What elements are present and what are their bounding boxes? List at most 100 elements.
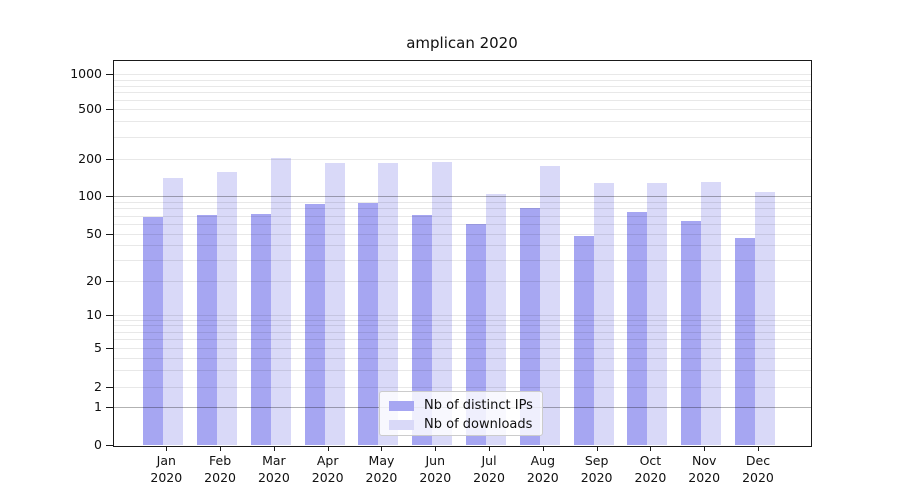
month-label: Jul [481,453,497,468]
y-axis-tick-label: 500 [78,101,102,117]
bar-downloads [539,165,560,445]
legend-label-distinct-ips: Nb of distinct IPs [424,398,533,413]
bar-downloads [378,163,399,445]
x-axis-tick [757,446,759,451]
x-axis-tick-label: Sep 2020 [565,452,629,486]
gridline-minor [114,159,811,160]
month-label: Dec [745,453,771,468]
y-axis-tick [106,109,113,110]
x-axis-tick-label: Apr 2020 [296,452,360,486]
legend-swatch-downloads-icon [389,419,414,430]
y-axis-tick [106,387,113,388]
gridline-minor [114,260,811,261]
month-label: Mar [262,453,286,468]
gridline-minor [114,224,811,225]
month-label: Apr [316,453,339,468]
gridline-minor [114,109,811,110]
bar-downloads [486,193,507,445]
x-axis-tick-label: Jul 2020 [457,452,521,486]
bar-downloads [754,192,775,445]
x-axis-tick-label: Oct 2020 [618,452,682,486]
gridline-minor [114,80,811,81]
y-axis-tick-label: 0 [94,437,102,452]
year-label: 2020 [257,470,290,485]
y-axis-tick [106,196,113,197]
bar-distinct-ips [466,224,487,445]
gridline-minor [114,202,811,203]
gridline-minor [114,121,811,122]
year-label: 2020 [150,470,183,485]
gridline-minor [114,208,811,209]
month-label: Jan [156,453,176,468]
month-label: May [368,453,395,468]
month-label: Aug [530,453,556,468]
y-axis-tick [106,74,113,75]
x-axis-tick-label: Dec 2020 [726,452,790,486]
gridline-minor [114,348,811,349]
x-axis-tick [220,446,222,451]
x-axis-tick [542,446,544,451]
gridline-minor [114,339,811,340]
x-axis-tick-label: Jun 2020 [403,452,467,486]
bar-downloads [647,183,668,445]
bar-downloads [324,162,345,445]
x-axis-tick-label: Jan 2020 [134,452,198,486]
year-label: 2020 [311,470,344,485]
x-axis-tick [166,446,168,451]
month-label: Sep [584,453,609,468]
gridline-minor [114,100,811,101]
y-axis-tick [106,445,113,446]
bar-downloads [163,178,184,445]
y-axis-tick [106,407,113,408]
x-axis-tick-label: Mar 2020 [242,452,306,486]
y-axis-tick [106,159,113,160]
y-axis-tick-label: 50 [86,226,102,241]
y-axis-tick-label: 200 [78,151,102,167]
y-axis-tick-label: 1 [94,398,102,414]
bar-distinct-ips [250,214,271,445]
year-label: 2020 [526,470,559,485]
bar-downloads [593,183,614,445]
y-axis-tick [106,234,113,235]
bar-downloads [270,158,291,445]
bar-distinct-ips [681,221,702,445]
bar-distinct-ips [143,217,164,445]
bar-downloads [217,171,238,445]
year-label: 2020 [688,470,721,485]
y-axis-tick-label: 100 [78,188,102,204]
gridline-minor [114,281,811,282]
bar-distinct-ips [573,236,594,445]
x-axis-tick-label: Feb 2020 [188,452,252,486]
x-axis-tick [273,446,275,451]
gridline-minor [114,325,811,326]
month-label: Nov [691,453,717,468]
x-axis-tick-label: May 2020 [349,452,413,486]
gridline-minor [114,74,811,75]
x-axis-tick [435,446,437,451]
gridline-minor [114,320,811,321]
y-axis-tick-label: 2 [94,378,102,394]
bar-downloads [701,181,722,445]
chart-title: amplican 2020 [406,34,518,52]
x-axis-tick [650,446,652,451]
year-label: 2020 [742,470,774,485]
year-label: 2020 [204,470,236,485]
gridline-major [114,196,811,197]
y-axis-tick-label: 1000 [70,66,102,82]
y-axis-tick-label: 20 [86,273,102,288]
bar-distinct-ips [734,238,755,445]
x-axis-tick-label: Nov 2020 [672,452,736,486]
year-label: 2020 [580,470,613,485]
y-axis-tick [106,281,113,282]
x-axis-tick [381,446,383,451]
gridline-minor [114,387,811,388]
y-axis-tick [106,348,113,349]
legend-swatch-distinct-ips-icon [389,400,414,411]
x-axis-tick [704,446,706,451]
bar-distinct-ips [627,211,648,445]
y-axis-tick-label: 5 [94,340,102,356]
gridline-minor [114,86,811,87]
bar-distinct-ips [519,207,540,445]
bar-distinct-ips [412,214,433,445]
gridline-minor [114,245,811,246]
